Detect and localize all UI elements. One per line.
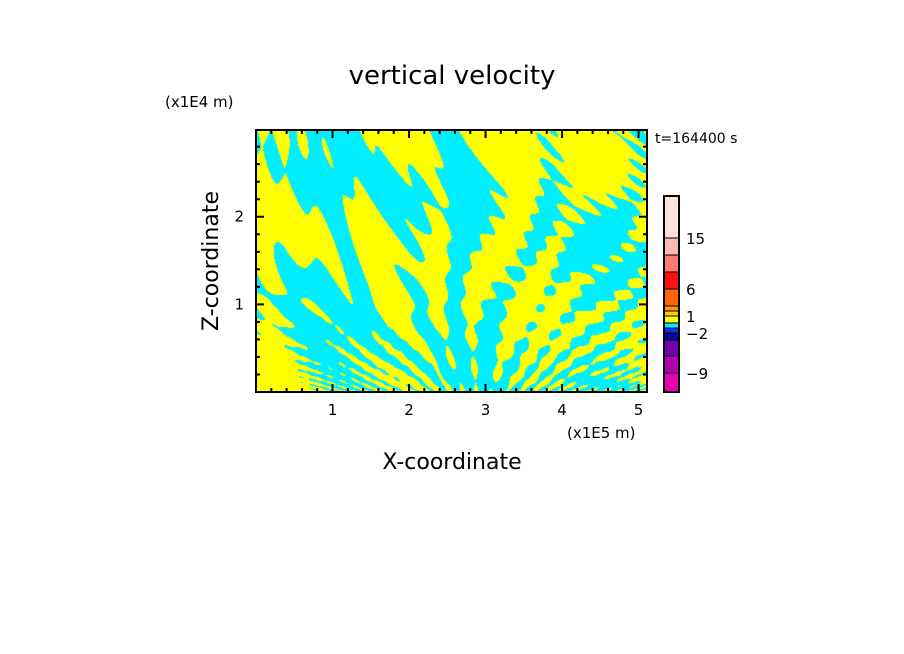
time-label: t=164400 s [655,131,737,147]
colorbar-band [663,288,680,307]
colorbar-band [663,315,680,324]
x-tick-label: 2 [404,401,414,419]
x-tick-label: 5 [634,401,644,419]
chart-title: vertical velocity [349,61,556,91]
colorbar-band [663,322,680,329]
x-tick-label: 3 [481,401,491,419]
colorbar-band [663,372,680,393]
y-axis-label: Z-coordinate [199,191,224,331]
colorbar-frame [663,195,680,393]
y-tick-label: 1 [234,295,244,313]
colorbar-band [663,310,680,317]
colorbar-band [663,195,680,239]
velocity-contour-field [256,130,647,392]
colorbar-label: 15 [686,230,705,248]
y-tick-label: 2 [234,208,244,226]
colorbar-band [663,305,680,312]
x-scale-label: (x1E5 m) [567,424,636,442]
colorbar-band [663,254,680,273]
colorbar-band [663,327,680,334]
y-scale-label: (x1E4 m) [165,93,234,111]
colorbar: 15 6 1−2 −9 [663,195,708,393]
colorbar-label: −2 [686,325,708,343]
x-tick-label: 4 [557,401,567,419]
x-tick-label: 1 [328,401,338,419]
colorbar-label: 1 [686,308,696,326]
colorbar-label: 6 [686,281,696,299]
colorbar-band [663,332,680,341]
colorbar-band [663,355,680,374]
colorbar-band [663,271,680,290]
colorbar-band [663,237,680,256]
axis-ticks: 1 2 3 4 5 1 2 [234,130,647,419]
x-axis-label: X-coordinate [382,450,521,475]
colorbar-band [663,339,680,357]
plot-frame [255,129,648,393]
colorbar-label: −9 [686,365,708,383]
